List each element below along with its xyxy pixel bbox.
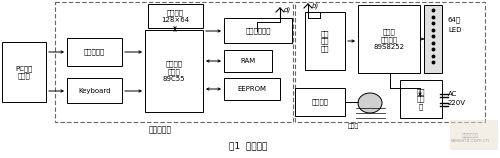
Text: PC机载
模软件: PC机载 模软件 [16, 65, 32, 79]
Bar [295, 2, 485, 122]
Bar [400, 80, 442, 118]
Bar [67, 38, 122, 66]
Text: 220V: 220V [448, 100, 466, 106]
Bar [145, 30, 203, 112]
Text: 单片机
控制电路
89S8252: 单片机 控制电路 89S8252 [374, 28, 404, 50]
Text: 显示杆: 显示杆 [348, 123, 358, 129]
Bar [358, 5, 420, 73]
Bar [224, 50, 272, 72]
Text: LED: LED [448, 27, 462, 33]
Text: 单片机控
制电路
89C55: 单片机控 制电路 89C55 [163, 60, 185, 82]
Text: 无线发送模块: 无线发送模块 [245, 27, 271, 34]
Text: 64位: 64位 [448, 17, 461, 23]
Text: 图1  硬件框图: 图1 硬件框图 [229, 142, 267, 151]
Bar [224, 78, 280, 100]
Text: AC: AC [448, 91, 458, 97]
Text: 液晶显示
128×64: 液晶显示 128×64 [162, 9, 190, 23]
Text: 无线
接收
模块: 无线 接收 模块 [321, 30, 329, 52]
Text: b): b) [312, 3, 320, 9]
Bar [224, 18, 292, 43]
Ellipse shape [358, 93, 382, 113]
Bar [55, 2, 293, 122]
Text: 电子工程世界
eeworld.com.cn: 电子工程世界 eeworld.com.cn [450, 133, 490, 143]
Text: Keyboard: Keyboard [78, 88, 111, 94]
Bar [295, 88, 345, 116]
Text: 直流
调速
器: 直流 调速 器 [417, 88, 425, 110]
Bar [450, 120, 498, 150]
Text: RAM: RAM [240, 58, 256, 64]
Bar [424, 5, 442, 73]
Text: 串口收发器: 串口收发器 [84, 49, 105, 55]
Text: d): d) [284, 7, 291, 13]
Text: EEPROM: EEPROM [238, 86, 266, 92]
Text: 移动控制器: 移动控制器 [148, 125, 172, 134]
Bar [67, 78, 122, 103]
Bar [148, 4, 203, 28]
Bar [2, 42, 46, 102]
Text: 自制电刷: 自制电刷 [312, 99, 328, 105]
Bar [305, 12, 345, 70]
